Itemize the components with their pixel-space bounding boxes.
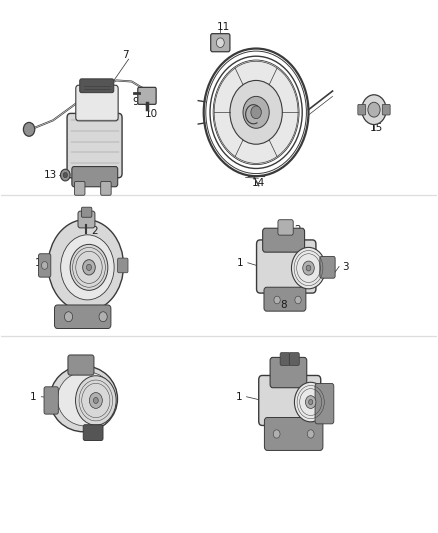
Text: 2: 2 xyxy=(294,225,301,236)
FancyBboxPatch shape xyxy=(74,181,85,195)
FancyBboxPatch shape xyxy=(117,258,128,273)
FancyBboxPatch shape xyxy=(44,387,58,414)
Circle shape xyxy=(291,247,325,289)
Circle shape xyxy=(64,312,73,322)
FancyBboxPatch shape xyxy=(265,417,323,450)
Circle shape xyxy=(99,312,107,322)
Text: 11: 11 xyxy=(217,22,230,33)
Text: 3: 3 xyxy=(343,262,349,271)
FancyBboxPatch shape xyxy=(264,287,306,311)
Circle shape xyxy=(61,235,114,300)
Circle shape xyxy=(48,220,124,311)
Circle shape xyxy=(42,262,48,269)
Circle shape xyxy=(230,80,283,144)
Circle shape xyxy=(243,96,269,128)
Text: 1: 1 xyxy=(237,258,243,268)
Text: 1: 1 xyxy=(35,258,41,268)
FancyBboxPatch shape xyxy=(39,254,51,277)
Ellipse shape xyxy=(50,366,117,432)
Circle shape xyxy=(309,400,313,405)
FancyBboxPatch shape xyxy=(259,375,321,425)
Circle shape xyxy=(362,95,386,125)
Circle shape xyxy=(295,296,301,304)
FancyBboxPatch shape xyxy=(101,181,111,195)
Text: 1: 1 xyxy=(30,392,37,402)
Circle shape xyxy=(251,106,261,119)
Ellipse shape xyxy=(57,372,114,426)
Circle shape xyxy=(368,102,380,117)
FancyBboxPatch shape xyxy=(83,425,103,440)
FancyBboxPatch shape xyxy=(72,166,118,187)
FancyBboxPatch shape xyxy=(320,256,335,278)
FancyBboxPatch shape xyxy=(270,358,307,387)
FancyBboxPatch shape xyxy=(289,353,299,366)
Text: 14: 14 xyxy=(252,177,265,188)
Circle shape xyxy=(93,398,98,403)
FancyBboxPatch shape xyxy=(211,34,230,52)
Circle shape xyxy=(23,123,35,136)
FancyBboxPatch shape xyxy=(54,305,111,328)
FancyBboxPatch shape xyxy=(358,104,366,115)
FancyBboxPatch shape xyxy=(280,353,290,366)
Circle shape xyxy=(70,245,108,290)
Circle shape xyxy=(303,261,314,275)
Circle shape xyxy=(75,376,116,425)
FancyBboxPatch shape xyxy=(257,240,316,293)
FancyBboxPatch shape xyxy=(78,211,95,228)
FancyBboxPatch shape xyxy=(76,85,118,121)
Text: 10: 10 xyxy=(145,109,158,119)
FancyBboxPatch shape xyxy=(67,114,122,177)
FancyBboxPatch shape xyxy=(68,355,94,375)
Circle shape xyxy=(216,38,224,47)
Text: 2: 2 xyxy=(91,226,98,236)
Text: 7: 7 xyxy=(122,50,128,60)
Text: 8: 8 xyxy=(280,300,287,310)
FancyBboxPatch shape xyxy=(81,207,92,217)
Circle shape xyxy=(294,382,327,422)
FancyBboxPatch shape xyxy=(263,228,304,252)
FancyBboxPatch shape xyxy=(80,79,114,93)
Circle shape xyxy=(273,430,280,438)
Text: 15: 15 xyxy=(370,123,383,133)
FancyBboxPatch shape xyxy=(382,104,390,115)
Circle shape xyxy=(307,430,314,438)
Circle shape xyxy=(306,265,311,271)
Circle shape xyxy=(83,260,95,275)
Circle shape xyxy=(274,296,280,304)
Circle shape xyxy=(60,169,70,181)
Text: 12: 12 xyxy=(101,172,114,182)
FancyBboxPatch shape xyxy=(315,383,334,424)
Circle shape xyxy=(86,264,92,270)
Circle shape xyxy=(89,393,102,408)
Text: 9: 9 xyxy=(133,96,139,107)
Circle shape xyxy=(305,395,316,408)
FancyBboxPatch shape xyxy=(138,87,156,104)
Text: 13: 13 xyxy=(44,170,57,180)
Text: 1: 1 xyxy=(235,392,242,402)
FancyBboxPatch shape xyxy=(278,220,293,235)
Circle shape xyxy=(63,172,67,177)
Circle shape xyxy=(214,61,298,164)
